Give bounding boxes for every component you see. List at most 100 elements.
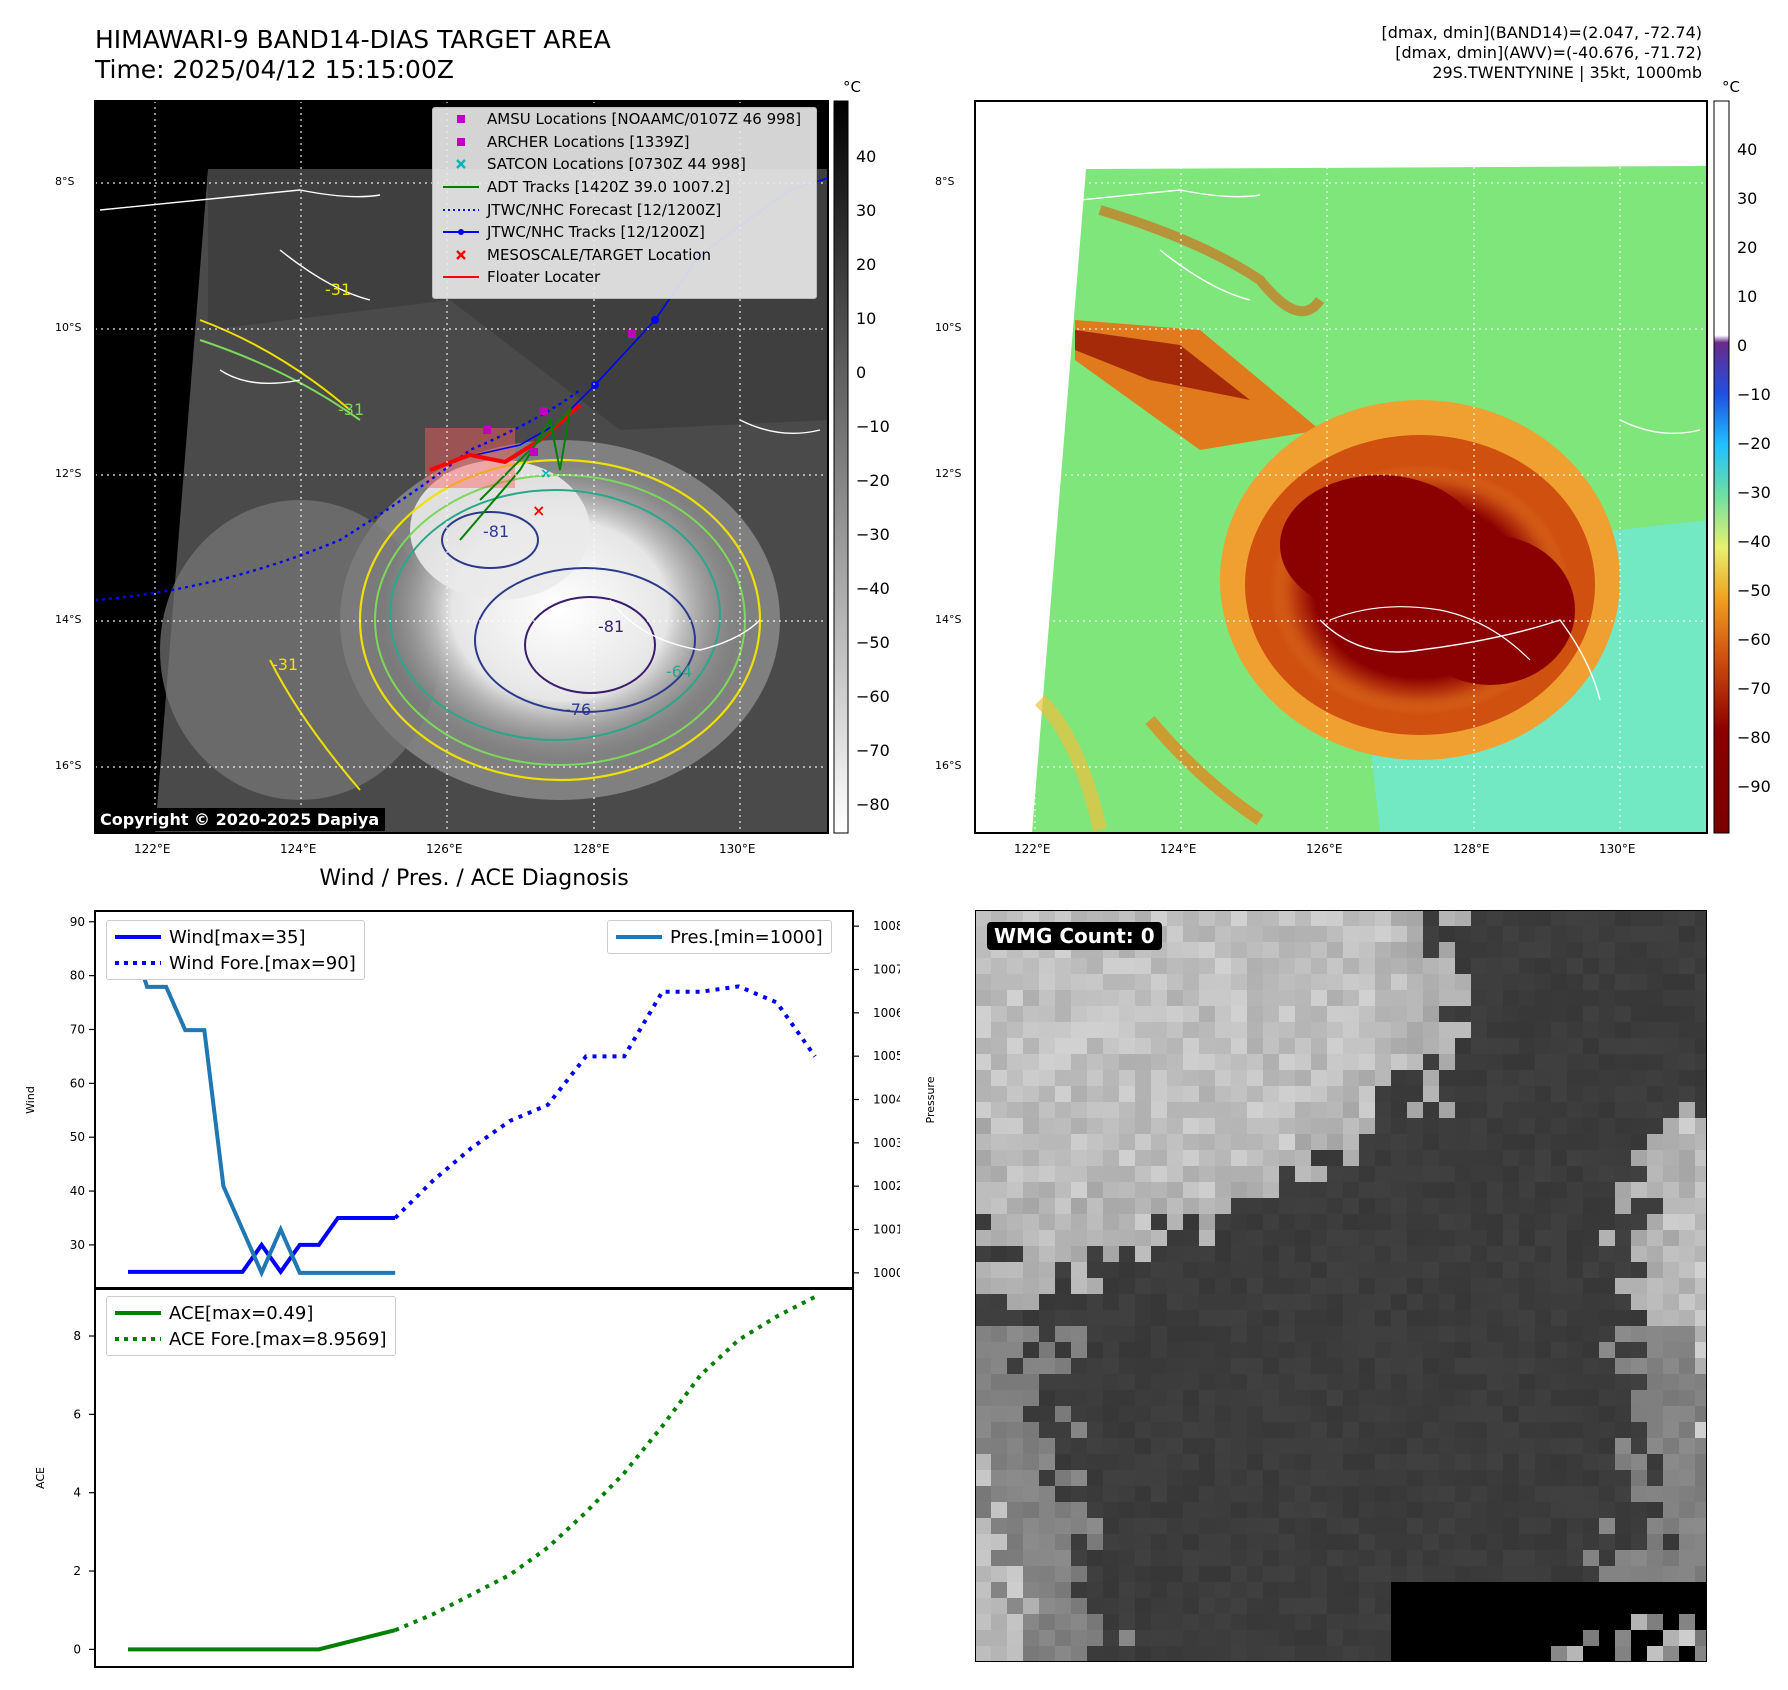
wmg-cell [1343,1214,1359,1230]
wmg-cell [1023,1502,1039,1518]
ace-axis-label: ACE [34,1467,47,1489]
wmg-cell [975,1022,991,1038]
wmg-cell [1391,1246,1407,1262]
wmg-cell [1599,1310,1615,1326]
wmg-cell [1471,1294,1487,1310]
wmg-cell [1663,1070,1679,1086]
wmg-cell [1231,990,1247,1006]
colorbar-tick: 10 [1737,287,1758,306]
wmg-cell [1663,1374,1679,1390]
wmg-cell [1487,1566,1503,1582]
wmg-cell [1119,1022,1135,1038]
wmg-cell [1583,1054,1599,1070]
wmg-cell [1215,1262,1231,1278]
wmg-cell [1311,1262,1327,1278]
wmg-cell [1615,1646,1631,1662]
wmg-cell [1583,1262,1599,1278]
wmg-cell [1503,1118,1519,1134]
wmg-cell [1071,1646,1087,1662]
wmg-cell [1103,1438,1119,1454]
wmg-cell [1279,1534,1295,1550]
wmg-cell [1583,1630,1599,1646]
wmg-cell [1167,1438,1183,1454]
wmg-cell [1631,1262,1647,1278]
wmg-cell [1103,1454,1119,1470]
wmg-cell [1151,1262,1167,1278]
wmg-cell [1375,1246,1391,1262]
wmg-cell [1263,1134,1279,1150]
wmg-cell [1279,1278,1295,1294]
wmg-cell [1199,990,1215,1006]
wmg-cell [1311,1486,1327,1502]
wmg-cell [1599,1598,1615,1614]
wmg-cell [1327,1406,1343,1422]
wmg-cell [1599,942,1615,958]
wmg-cell [1087,1438,1103,1454]
wmg-cell [1471,1358,1487,1374]
wmg-cell [1071,1406,1087,1422]
wmg-cell [1055,1438,1071,1454]
wmg-cell [1231,1134,1247,1150]
wmg-cell [1359,1086,1375,1102]
wmg-cell [1631,1582,1647,1598]
wmg-cell [1423,958,1439,974]
wmg-cell [1391,926,1407,942]
wmg-cell [1343,974,1359,990]
wmg-cell [1631,1534,1647,1550]
wmg-cell [1199,1406,1215,1422]
wmg-cell [1215,1406,1231,1422]
wmg-cell [1231,1630,1247,1646]
legend-label: ACE Fore.[max=8.9569] [169,1328,387,1350]
wmg-cell [1167,1246,1183,1262]
wmg-cell [1151,1230,1167,1246]
wmg-cell [1519,1390,1535,1406]
wmg-cell [975,1054,991,1070]
wmg-cell [1679,1438,1695,1454]
wmg-cell [1039,974,1055,990]
wmg-cell [1103,1614,1119,1630]
wmg-cell [1407,1134,1423,1150]
wmg-cell [1199,1358,1215,1374]
wmg-cell [1615,1166,1631,1182]
wmg-cell [1183,1150,1199,1166]
wmg-cell [1503,1278,1519,1294]
wmg-cell [1663,1406,1679,1422]
wmg-cell [991,1006,1007,1022]
wmg-cell [1119,1198,1135,1214]
wmg-cell [1279,974,1295,990]
wmg-cell [1407,1390,1423,1406]
wmg-cell [1375,1566,1391,1582]
wmg-cell [1279,1566,1295,1582]
wmg-cell [1599,926,1615,942]
wmg-cell [1471,926,1487,942]
wmg-cell [975,1534,991,1550]
wmg-cell [1407,1326,1423,1342]
wmg-cell [1455,1598,1471,1614]
wmg-cell [1119,1310,1135,1326]
wmg-cell [1103,1502,1119,1518]
wmg-cell [1423,1598,1439,1614]
wmg-cell [1103,1390,1119,1406]
wmg-cell [1615,1502,1631,1518]
wmg-cell [1215,1070,1231,1086]
wmg-cell [1615,1422,1631,1438]
wmg-cell [1263,958,1279,974]
wmg-cell [1167,1534,1183,1550]
wmg-cell [991,1614,1007,1630]
lon-label: 122°E [1014,842,1051,856]
legend-item: JTWC/NHC Tracks [12/1200Z] [433,221,816,244]
wmg-cell [1311,1246,1327,1262]
wmg-cell [1327,1070,1343,1086]
wmg-cell [1535,1278,1551,1294]
wmg-cell [1407,1102,1423,1118]
wmg-cell [1679,1406,1695,1422]
wmg-cell [1599,1166,1615,1182]
wmg-cell [1055,1118,1071,1134]
pressure-label-holder: Pressure [924,1076,937,1123]
wmg-cell [1215,1470,1231,1486]
wmg-cell [1647,1614,1663,1630]
wmg-cell [1519,1486,1535,1502]
wmg-cell [991,1310,1007,1326]
colorbar-tick: −70 [1737,679,1771,698]
wmg-cell [1343,1630,1359,1646]
